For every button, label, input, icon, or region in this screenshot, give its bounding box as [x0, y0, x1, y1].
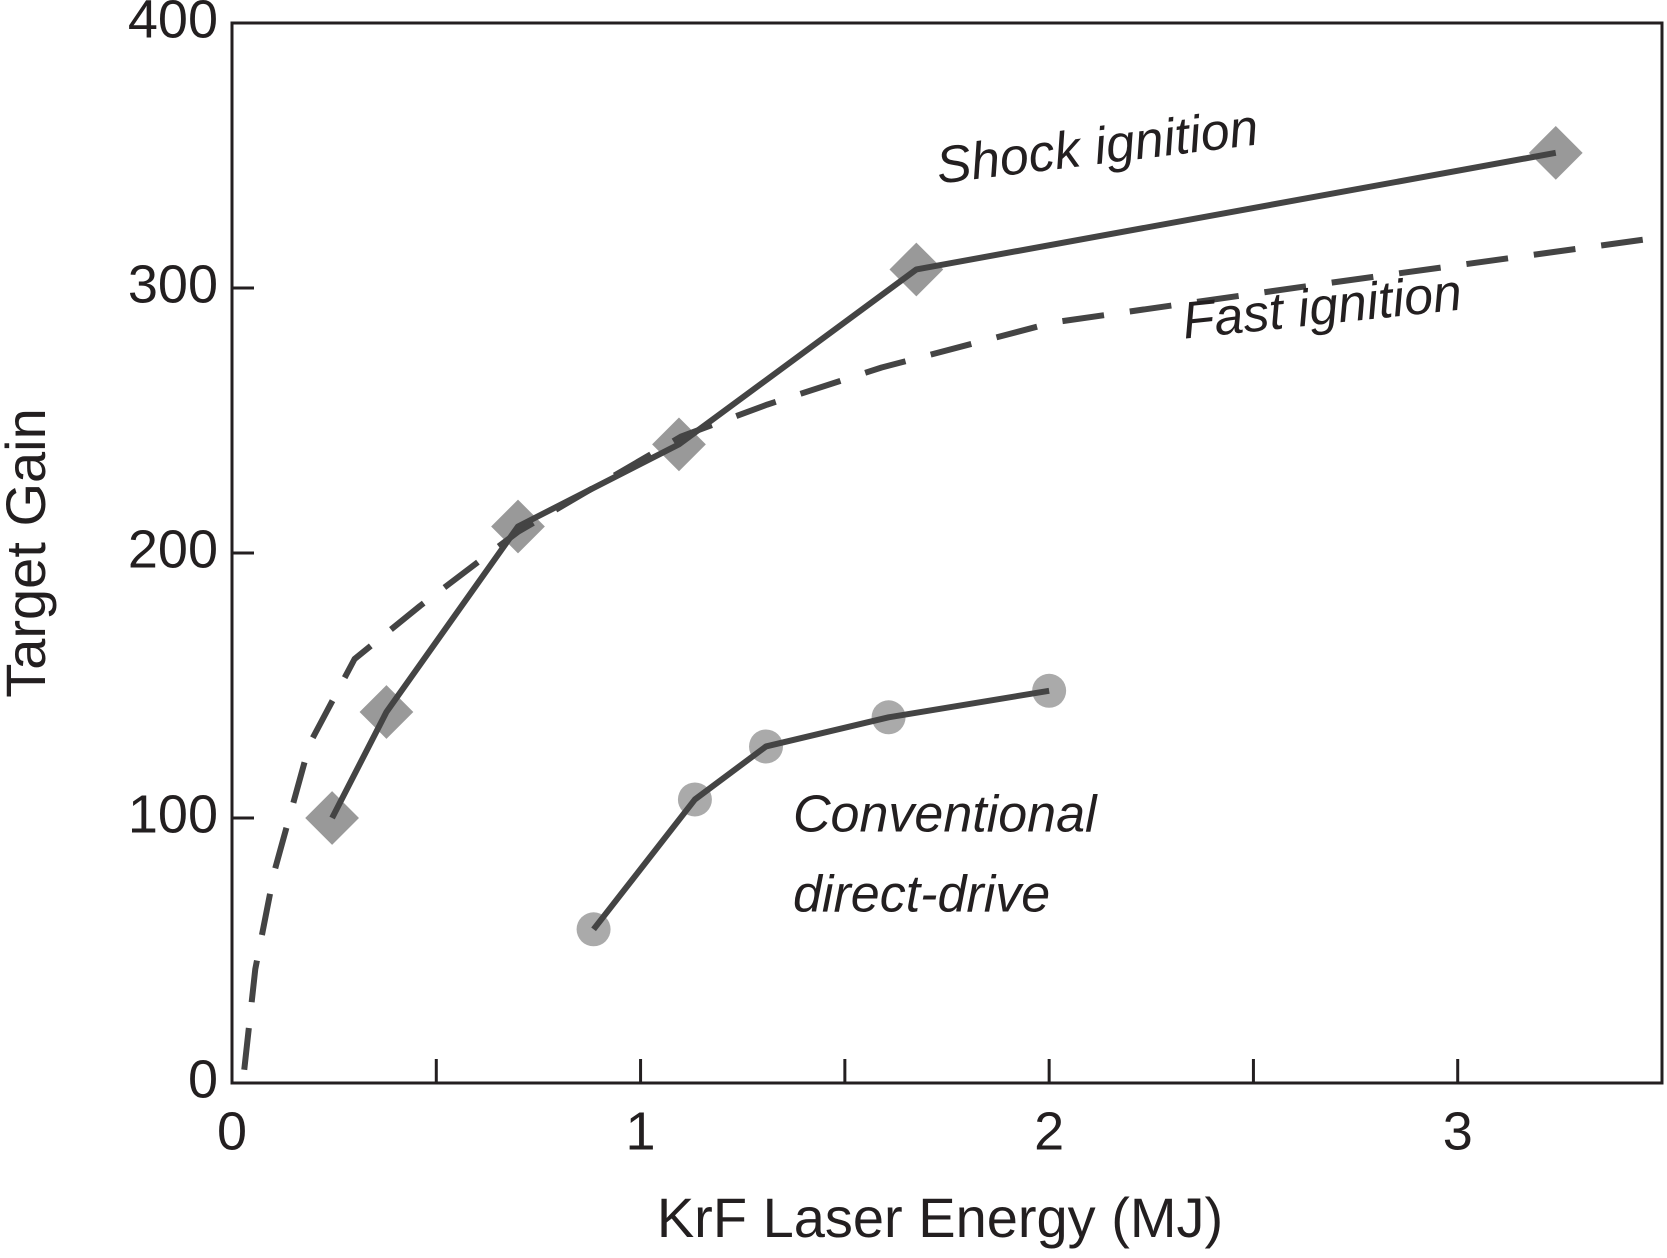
series-line [591, 687, 1050, 932]
annotation: Conventional [793, 786, 1098, 844]
y-tick-label: 0 [188, 1049, 218, 1109]
x-tick-label: 2 [1034, 1101, 1064, 1161]
y-tick-label: 400 [128, 0, 218, 49]
y-tick-label: 100 [128, 784, 218, 844]
annotation: direct-drive [793, 866, 1050, 924]
y-axis-title: Target Gain [0, 408, 57, 698]
x-axis-title: KrF Laser Energy (MJ) [657, 1186, 1223, 1249]
y-tick-label: 200 [128, 519, 218, 579]
x-tick-label: 3 [1443, 1101, 1473, 1161]
series-line [329, 149, 1557, 820]
annotation: Fast ignition [1180, 264, 1465, 351]
x-tick-label: 0 [217, 1101, 247, 1161]
dashed-line [241, 234, 1659, 1071]
annotation: Shock ignition [933, 99, 1261, 196]
x-tick-label: 1 [626, 1101, 656, 1161]
y-tick-label: 300 [128, 254, 218, 314]
